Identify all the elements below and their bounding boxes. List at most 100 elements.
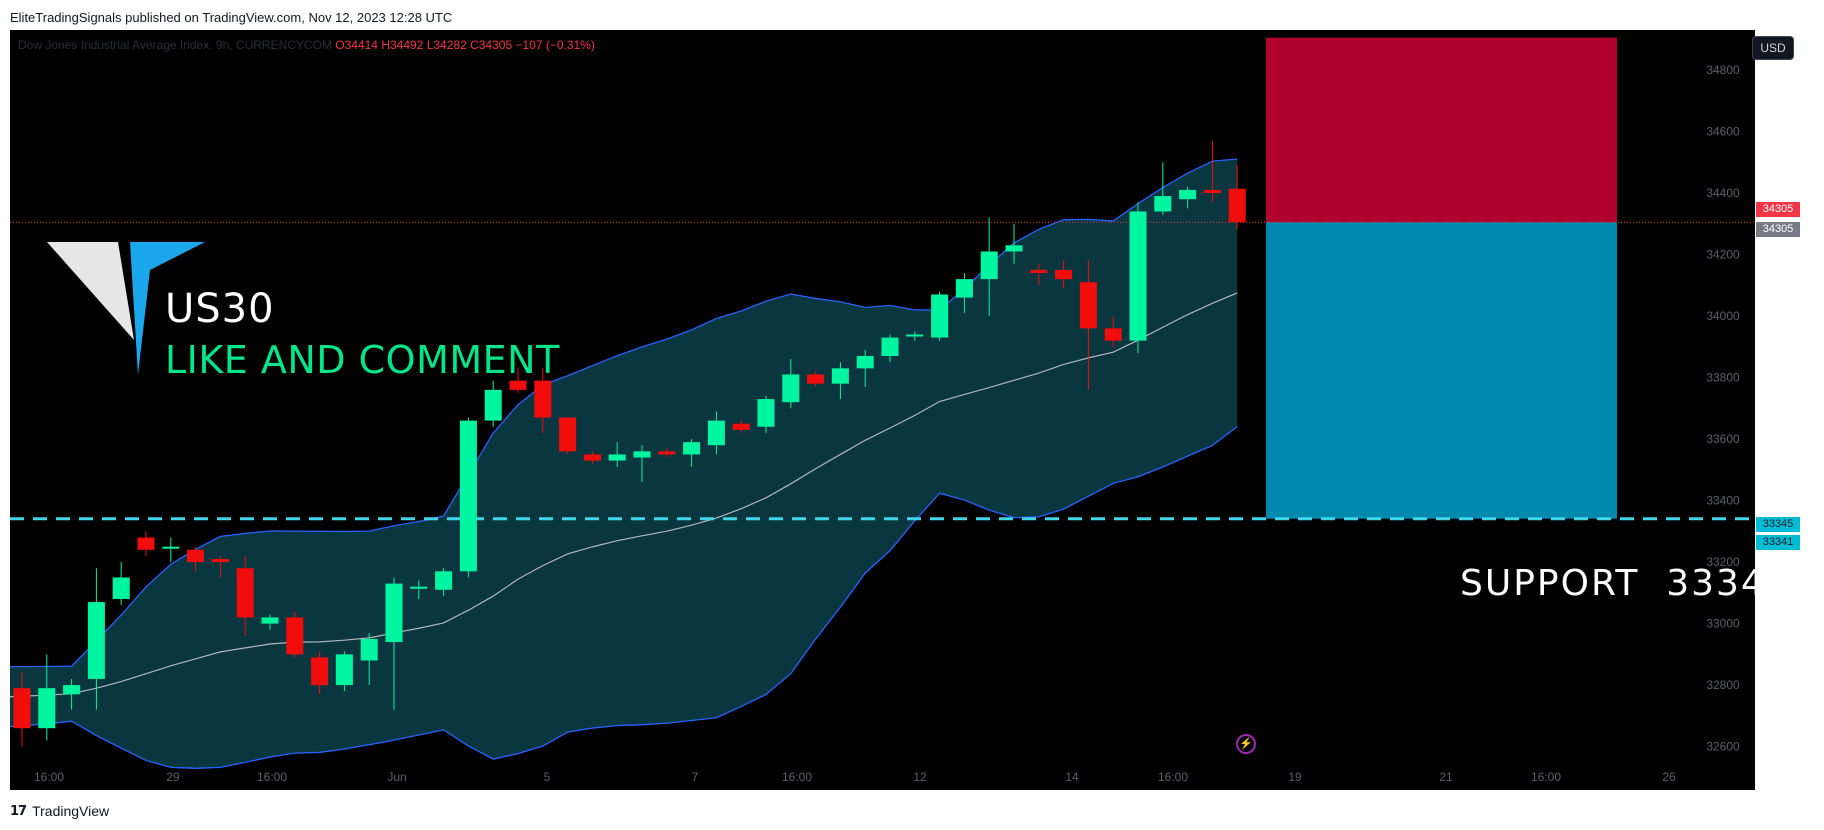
y-tick-label: 32600	[1706, 740, 1740, 754]
candle-body	[286, 617, 304, 655]
candle-body	[1055, 269, 1073, 280]
x-tick-label: 16:00	[1158, 770, 1188, 784]
candle-body	[782, 374, 800, 403]
candle-body	[807, 374, 825, 384]
candle-body	[435, 571, 453, 590]
x-tick-label: 5	[544, 770, 551, 784]
candle-body	[459, 420, 477, 572]
candle-body	[1154, 196, 1172, 212]
y-tick-label: 34600	[1706, 124, 1740, 138]
candle-body	[236, 568, 254, 618]
candlestick-chart[interactable]: 32600 32800 33000 33200 33400 33600 33800 34000…	[10, 30, 1755, 790]
footer: 17 TradingView	[10, 803, 109, 819]
overlay-title: US30	[165, 286, 275, 332]
candle-body	[683, 442, 701, 455]
candle-body	[831, 368, 849, 384]
x-tick-label: 16:00	[257, 770, 287, 784]
lightning-icon[interactable]: ⚡	[1236, 734, 1256, 754]
candle-body	[335, 654, 353, 686]
candle-body	[757, 399, 775, 427]
y-tick-label: 33800	[1706, 371, 1740, 385]
chart-area[interactable]: 32600 32800 33000 33200 33400 33600 33800 34000…	[10, 30, 1755, 790]
candle-body	[980, 251, 998, 280]
support-tag-bottom: 33341	[1756, 535, 1800, 550]
candle-body	[63, 685, 81, 695]
candle-body	[360, 638, 378, 661]
candle-body	[1129, 211, 1147, 341]
candle-body	[261, 617, 279, 624]
bollinger-band-fill	[10, 159, 1238, 769]
candle-body	[583, 454, 601, 461]
tradingview-logo-icon: 17	[10, 803, 27, 819]
candle-body	[658, 451, 676, 455]
candle-body	[881, 337, 899, 357]
bollinger-basis-line	[10, 292, 1238, 698]
last-price-tag-gray: 34305	[1756, 222, 1800, 237]
candle-body	[385, 583, 403, 643]
y-tick-label: 34400	[1706, 186, 1740, 200]
legend-change: −107 (−0.31%)	[515, 38, 595, 52]
x-tick-label: 14	[1065, 770, 1079, 784]
y-tick-label: 34000	[1706, 309, 1740, 323]
candle-body	[534, 380, 552, 418]
candle-body	[509, 380, 527, 390]
candle-body	[633, 451, 651, 458]
candle-body	[410, 586, 428, 589]
candle-body	[1005, 245, 1023, 252]
candle-body	[732, 423, 750, 430]
candle-body	[707, 420, 725, 446]
footer-brand: TradingView	[32, 803, 110, 819]
x-tick-label: 19	[1288, 770, 1302, 784]
x-tick-label: 29	[166, 770, 180, 784]
symbol-legend: Dow Jones Industrial Average Index, 9h, …	[18, 38, 595, 52]
x-tick-label: Jun	[387, 770, 406, 784]
x-tick-label: 12	[913, 770, 927, 784]
candle-body	[211, 559, 229, 563]
candle-body	[931, 294, 949, 338]
overlay-subtitle: LIKE AND COMMENT	[165, 338, 560, 382]
publisher-line: EliteTradingSignals published on Trading…	[10, 10, 453, 25]
y-tick-label: 33600	[1706, 432, 1740, 446]
y-tick-label: 33200	[1706, 555, 1740, 569]
candle-body	[1203, 189, 1221, 194]
candle-body	[608, 454, 626, 461]
candle-body	[1104, 328, 1122, 341]
x-tick-label: 16:00	[782, 770, 812, 784]
candle-body	[1030, 269, 1048, 273]
candle-body	[906, 334, 924, 337]
legend-low: L34282	[426, 38, 467, 52]
candle-body	[87, 602, 105, 679]
stop-loss-zone	[1266, 37, 1617, 223]
candle-body	[559, 417, 577, 452]
take-profit-zone	[1266, 222, 1617, 519]
currency-button[interactable]: USD	[1752, 36, 1794, 60]
candle-body	[1228, 188, 1246, 223]
candle-body	[484, 389, 502, 421]
symbol-name: Dow Jones Industrial Average Index, 9h, …	[18, 38, 332, 52]
candle-body	[1079, 282, 1097, 329]
brand-logo-white-icon	[47, 242, 134, 340]
candle-body	[1179, 189, 1197, 200]
candle-body	[13, 688, 31, 729]
x-tick-label: 7	[692, 770, 699, 784]
legend-close: C34305	[470, 38, 513, 52]
x-tick-label: 16:00	[34, 770, 64, 784]
support-tag-top: 33345	[1756, 517, 1800, 532]
legend-high: H34492	[381, 38, 424, 52]
support-label: SUPPORT 33341	[1460, 563, 1755, 604]
candle-body	[311, 657, 329, 686]
y-tick-label: 32800	[1706, 678, 1740, 692]
y-tick-label: 34800	[1706, 63, 1740, 77]
y-tick-label: 34200	[1706, 248, 1740, 262]
x-tick-label: 26	[1662, 770, 1676, 784]
last-price-tag: 34305	[1756, 202, 1800, 217]
x-tick-label: 21	[1439, 770, 1453, 784]
candle-body	[162, 546, 180, 549]
candle-body	[955, 279, 973, 298]
brand-logo-blue-icon	[130, 242, 205, 375]
legend-open: O34414	[335, 38, 378, 52]
candle-body	[38, 688, 56, 729]
x-tick-label: 16:00	[1531, 770, 1561, 784]
bollinger-upper-line	[10, 158, 1238, 668]
candle-body	[112, 577, 130, 599]
